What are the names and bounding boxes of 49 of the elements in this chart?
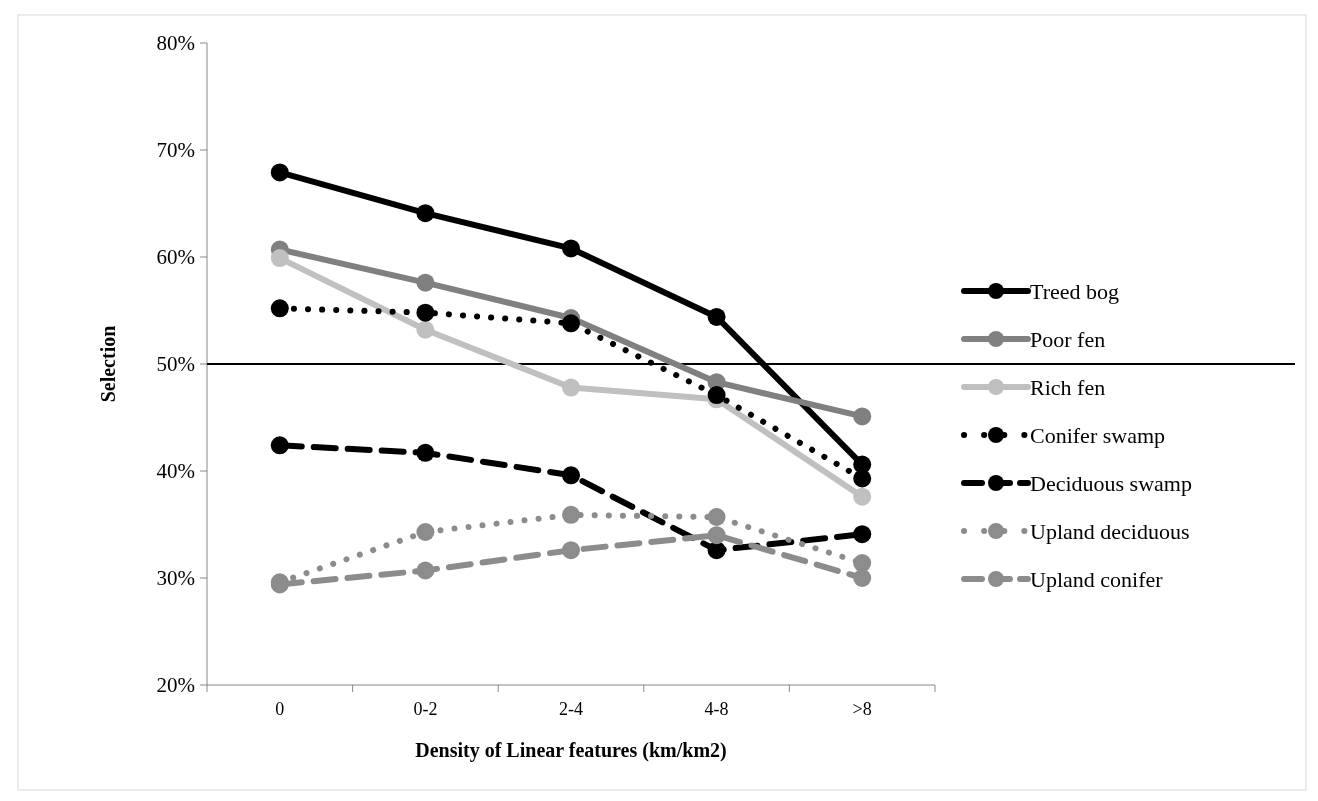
point <box>853 554 872 573</box>
point <box>562 239 580 258</box>
point <box>853 407 872 426</box>
legend-label: Poor fen <box>1030 326 1106 352</box>
point <box>707 386 726 405</box>
legend-label: Treed bog <box>1030 278 1120 304</box>
y-tick-label: 40% <box>156 459 195 484</box>
legend-label: Conifer swamp <box>1030 422 1166 448</box>
point <box>270 436 289 455</box>
point <box>562 314 580 333</box>
point <box>853 487 872 506</box>
point <box>853 469 872 488</box>
point <box>270 163 289 182</box>
y-axis-title: Selection <box>97 325 119 403</box>
x-tick-label: 0 <box>275 699 285 719</box>
x-tick-label: 4-8 <box>704 699 729 719</box>
point <box>416 204 435 223</box>
point <box>707 526 726 545</box>
point <box>853 525 872 544</box>
y-tick-label: 60% <box>156 245 195 270</box>
legend-label: Upland deciduous <box>1030 518 1190 544</box>
point <box>707 508 726 527</box>
point <box>270 299 289 318</box>
point <box>707 307 726 326</box>
point <box>707 541 726 560</box>
point <box>416 320 435 339</box>
point <box>270 249 289 268</box>
point <box>562 505 580 524</box>
y-tick-label: 20% <box>156 673 195 698</box>
x-axis-title: Density of Linear features (km/km2) <box>415 739 727 762</box>
point <box>416 522 435 541</box>
point <box>562 466 580 485</box>
legend-label: Upland conifer <box>1030 566 1164 592</box>
point <box>416 561 435 580</box>
legend-label: Deciduous swamp <box>1030 470 1192 496</box>
x-tick-label: 2-4 <box>559 699 583 719</box>
y-tick-label: 70% <box>156 138 195 163</box>
point <box>853 569 872 587</box>
point <box>416 273 435 292</box>
x-tick-label: 0-2 <box>413 699 438 719</box>
point <box>416 303 435 322</box>
point <box>416 443 435 462</box>
y-tick-label: 80% <box>156 31 195 56</box>
x-tick-label: >8 <box>852 699 872 719</box>
y-tick-label: 30% <box>156 566 195 591</box>
legend-label: Rich fen <box>1030 374 1106 400</box>
y-tick-label: 50% <box>156 352 195 377</box>
point <box>562 378 580 397</box>
point <box>562 541 580 560</box>
